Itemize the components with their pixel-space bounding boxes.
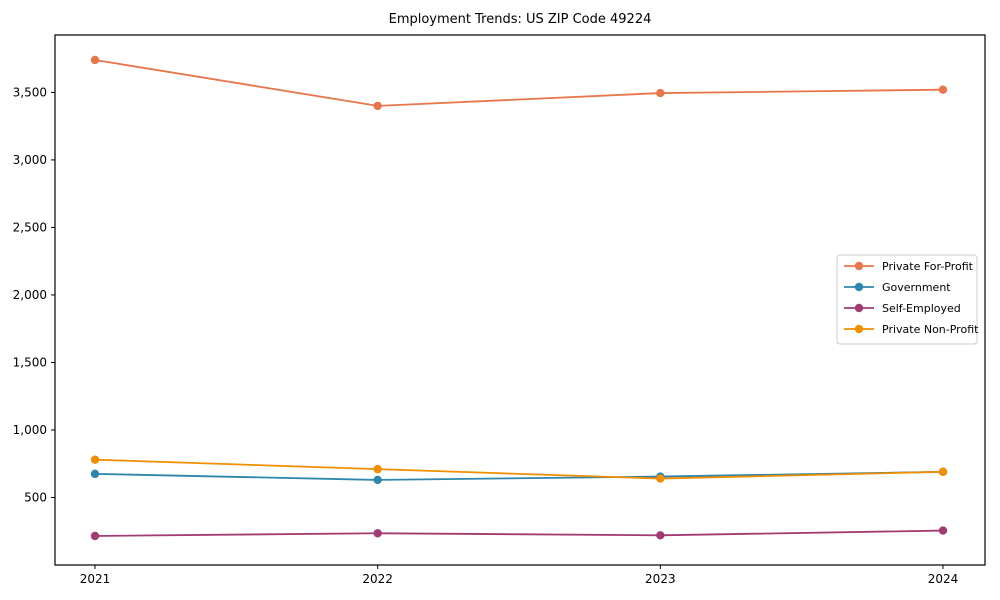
data-point-private-for-profit-2022 bbox=[373, 101, 382, 111]
chart-title: Employment Trends: US ZIP Code 49224 bbox=[389, 12, 652, 27]
x-tick-label: 2021 bbox=[80, 572, 111, 586]
series-line-government bbox=[94, 470, 944, 481]
data-point-self-employed-2024 bbox=[938, 526, 948, 535]
data-point-private-non-profit-2024 bbox=[938, 467, 948, 477]
series-self-employed bbox=[90, 526, 948, 541]
axes: 500 1,000 1,500 2,000 2,500 3,000 3,500 2021 202… bbox=[13, 34, 986, 586]
x-tick-label: 2022 bbox=[362, 572, 393, 586]
data-point-self-employed-2023 bbox=[656, 531, 665, 540]
data-point-self-employed-2021 bbox=[90, 531, 100, 541]
data-point-self-employed-2022 bbox=[373, 529, 382, 538]
x-tick-label: 2023 bbox=[645, 572, 676, 586]
legend-marker-swatch bbox=[854, 324, 864, 334]
plot-border bbox=[54, 34, 986, 566]
legend-marker-swatch bbox=[854, 282, 864, 292]
legend-label: Private For-Profit bbox=[882, 260, 974, 273]
series-line-private-for-profit bbox=[94, 59, 944, 107]
y-tick-label: 2,500 bbox=[13, 220, 47, 234]
data-point-private-non-profit-2021 bbox=[90, 455, 100, 464]
legend-box bbox=[836, 254, 978, 345]
legend-label: Private Non-Profit bbox=[882, 323, 979, 336]
legend: Private For-Profit Government Self-Employe… bbox=[836, 254, 979, 345]
x-tick-label: 2024 bbox=[928, 572, 959, 586]
data-point-private-non-profit-2022 bbox=[373, 464, 382, 474]
y-tick-label: 3,000 bbox=[13, 153, 47, 167]
series-government bbox=[90, 467, 948, 485]
legend-label: Self-Employed bbox=[882, 302, 961, 315]
legend-label: Government bbox=[882, 281, 951, 294]
y-tick-label: 1,500 bbox=[13, 355, 47, 369]
legend-item-private-non-profit: Private Non-Profit bbox=[844, 323, 979, 336]
legend-item-self-employed: Self-Employed bbox=[844, 302, 961, 315]
legend-item-government: Government bbox=[844, 281, 951, 294]
y-tick-label: 2,000 bbox=[13, 288, 47, 302]
y-tick-label: 500 bbox=[24, 490, 47, 504]
y-tick-label: 3,500 bbox=[13, 85, 47, 99]
series-lines bbox=[90, 55, 948, 541]
legend-item-private-for-profit: Private For-Profit bbox=[844, 260, 974, 273]
data-point-government-2022 bbox=[373, 475, 382, 485]
series-line-self-employed bbox=[94, 529, 944, 537]
series-private-non-profit bbox=[90, 455, 948, 483]
data-point-private-for-profit-2021 bbox=[90, 55, 100, 65]
data-point-private-non-profit-2023 bbox=[656, 474, 665, 483]
legend-marker-swatch bbox=[854, 261, 864, 271]
legend-marker-swatch bbox=[854, 303, 864, 313]
data-point-government-2021 bbox=[90, 469, 100, 479]
series-line-private-non-profit bbox=[94, 458, 944, 480]
series-private-for-profit bbox=[90, 55, 948, 111]
data-point-private-for-profit-2024 bbox=[938, 85, 948, 94]
y-tick-label: 1,000 bbox=[13, 423, 47, 437]
data-point-private-for-profit-2023 bbox=[656, 88, 665, 98]
